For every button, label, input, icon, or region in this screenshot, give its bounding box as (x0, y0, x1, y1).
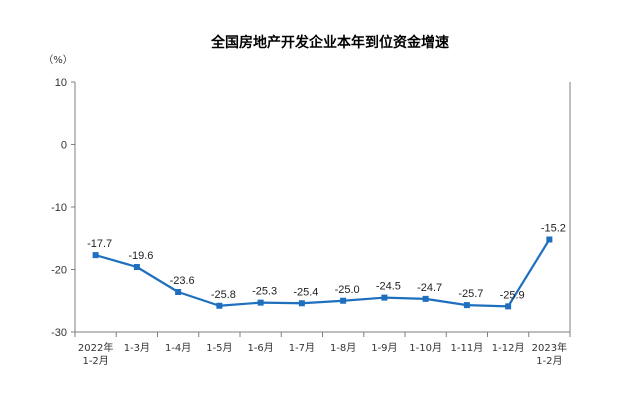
x-tick-label: 1-4月 (165, 342, 191, 354)
data-label: -25.7 (458, 288, 483, 300)
series-line (95, 238, 551, 308)
data-point-marker (381, 294, 388, 301)
y-tick-label: 10 (55, 77, 67, 89)
data-label: -15.2 (541, 223, 566, 235)
x-tick-label: 1-7月 (289, 342, 315, 354)
data-label: -19.6 (128, 250, 153, 262)
x-tick-labels: 2022年 1-2月 1-3月 1-4月 1-5月 1-6月 1-7月 1-8月 1-9月 1-1… (78, 341, 567, 367)
data-point-marker (133, 264, 140, 270)
x-tick-label: 1-8月 (330, 342, 356, 354)
series-group (92, 236, 553, 310)
data-point-marker (422, 295, 429, 302)
y-axis-unit: （%） (43, 54, 73, 66)
x-tick-label: 1-11月 (451, 342, 484, 354)
data-label: -25.4 (293, 286, 318, 298)
x-tick-label: 1-5月 (206, 342, 232, 354)
y-tick-label: -10 (51, 202, 67, 214)
x-tick-label: 2022年 1-2月 (78, 341, 113, 367)
chart-title: 全国房地产开发企业本年到位资金增速 (210, 34, 449, 51)
data-point-marker (298, 300, 305, 307)
data-label: -17.7 (87, 238, 112, 250)
data-label: -25.8 (211, 289, 236, 301)
y-tick-labels: 10 0 -10 -20 -30 (51, 77, 67, 339)
data-point-marker (463, 302, 470, 309)
x-tick-label: 1-3月 (124, 342, 150, 354)
data-point-marker (216, 302, 223, 309)
data-label: -24.5 (376, 281, 401, 293)
data-point-marker (340, 297, 347, 304)
data-label: -25.9 (500, 289, 525, 301)
data-point-marker (175, 289, 182, 295)
x-tick-label: 1-12月 (492, 342, 525, 354)
x-tick-label: 1-9月 (371, 342, 397, 354)
data-point-marker (92, 252, 99, 259)
y-tick-label: -30 (51, 327, 67, 339)
data-label: -23.6 (170, 275, 195, 287)
x-tick-label: 1-10月 (409, 342, 442, 354)
y-tick-label: -20 (51, 265, 67, 277)
data-point-marker (505, 303, 512, 310)
data-label: -25.0 (335, 284, 360, 296)
y-tick-label: 0 (61, 140, 67, 152)
data-label: -25.3 (252, 286, 277, 298)
data-point-marker (546, 236, 553, 243)
x-tick-label: 1-6月 (247, 342, 273, 354)
x-tick-label: 2023年 1-2月 (532, 341, 567, 367)
data-labels: -17.7 -19.6 -23.6 -25.8 -25.3 -25.4 -25.0 -24.5… (87, 223, 566, 302)
axes (71, 81, 571, 337)
data-point-marker (257, 299, 264, 306)
data-label: -24.7 (417, 282, 442, 294)
